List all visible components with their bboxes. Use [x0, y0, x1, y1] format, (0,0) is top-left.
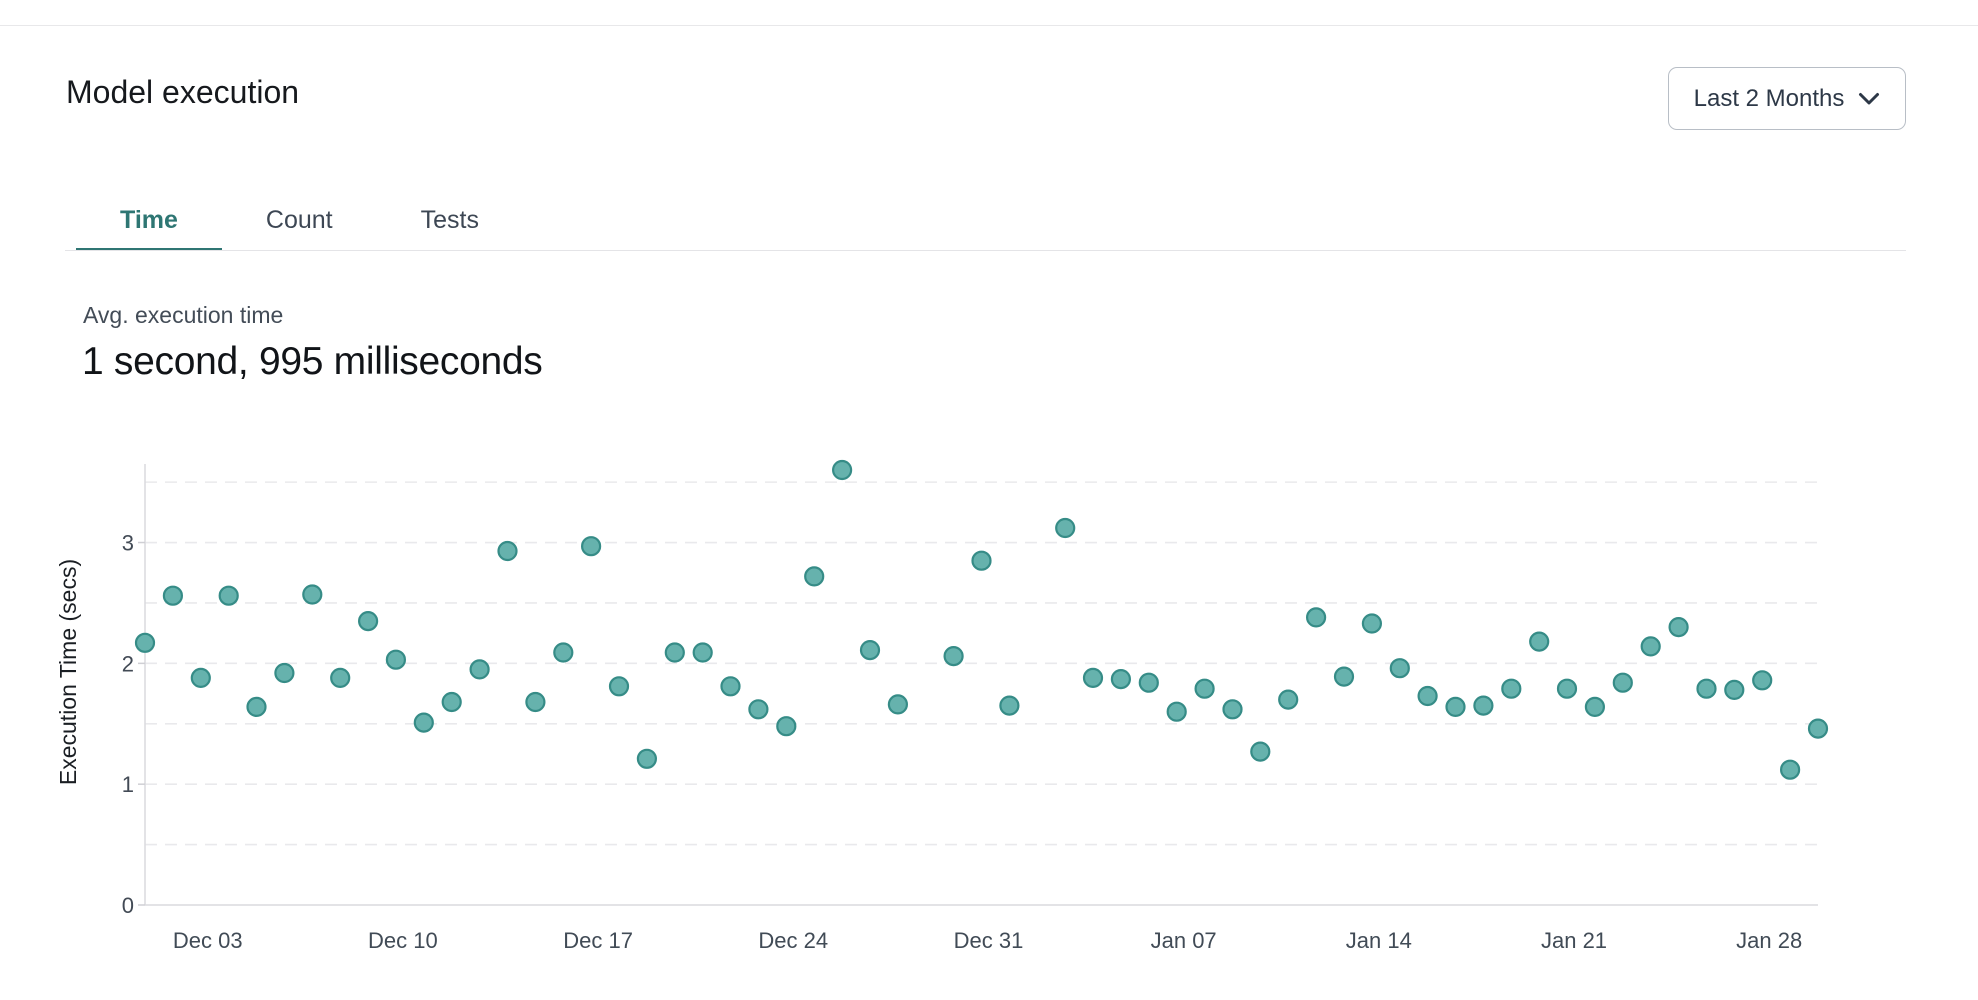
data-point[interactable] [553, 642, 574, 663]
data-point[interactable] [441, 691, 462, 713]
data-point[interactable] [971, 550, 992, 571]
x-tick-label: Dec 24 [758, 928, 828, 953]
data-point[interactable] [1807, 718, 1829, 739]
chevron-down-icon [1859, 92, 1880, 104]
tab-divider [65, 250, 1906, 251]
data-point[interactable] [1082, 667, 1104, 689]
data-point[interactable] [887, 694, 909, 715]
data-point[interactable] [1278, 689, 1299, 710]
data-point[interactable] [1724, 679, 1745, 701]
y-tick-label: 0 [122, 893, 134, 918]
data-point[interactable] [692, 642, 713, 663]
x-tick-label: Dec 10 [368, 928, 438, 953]
tab-time[interactable]: Time [76, 192, 222, 251]
data-point[interactable] [190, 667, 211, 689]
data-point[interactable] [831, 459, 853, 481]
stat-value: 1 second, 995 milliseconds [82, 340, 543, 383]
data-point[interactable] [302, 584, 323, 605]
data-point[interactable] [1779, 759, 1801, 780]
data-point[interactable] [1752, 670, 1773, 691]
data-point[interactable] [274, 662, 295, 684]
data-point[interactable] [1612, 672, 1633, 693]
data-point[interactable] [720, 676, 741, 697]
tab-tests[interactable]: Tests [420, 206, 479, 234]
x-tick-label: Dec 31 [954, 928, 1024, 953]
data-point[interactable] [358, 610, 379, 632]
data-point[interactable] [1250, 741, 1271, 762]
data-point[interactable] [804, 566, 825, 587]
data-point[interactable] [134, 632, 156, 653]
tab-bar: Time Count Tests [76, 192, 523, 251]
data-point[interactable] [162, 585, 183, 606]
y-tick-label: 2 [122, 651, 134, 676]
data-point[interactable] [218, 585, 239, 606]
x-tick-label: Dec 17 [563, 928, 633, 953]
data-point[interactable] [1417, 685, 1438, 707]
data-point[interactable] [664, 642, 685, 663]
y-tick-label: 1 [122, 772, 134, 797]
data-point[interactable] [1055, 517, 1076, 539]
data-point[interactable] [469, 659, 490, 680]
x-tick-label: Jan 28 [1736, 928, 1802, 953]
data-point[interactable] [1529, 631, 1550, 652]
time-range-dropdown[interactable]: Last 2 Months [1668, 67, 1906, 130]
data-point[interactable] [608, 676, 630, 697]
data-point[interactable] [1194, 678, 1215, 699]
data-point[interactable] [859, 639, 881, 661]
x-tick-label: Dec 03 [173, 928, 243, 953]
x-tick-label: Jan 14 [1346, 928, 1412, 953]
data-point[interactable] [413, 712, 434, 733]
data-point[interactable] [1110, 668, 1132, 690]
data-point[interactable] [1333, 666, 1355, 687]
time-range-value: Last 2 Months [1693, 84, 1845, 112]
data-point[interactable] [1668, 616, 1689, 638]
data-point[interactable] [776, 716, 797, 737]
data-point[interactable] [999, 695, 1020, 716]
data-point[interactable] [1696, 678, 1717, 699]
page-title: Model execution [66, 74, 300, 110]
y-axis-title: Execution Time (secs) [55, 559, 81, 785]
data-point[interactable] [1556, 678, 1578, 699]
y-tick-label: 3 [122, 531, 134, 556]
data-point[interactable] [1138, 672, 1159, 693]
data-point[interactable] [330, 667, 351, 689]
tab-count[interactable]: Count [265, 206, 333, 234]
data-point[interactable] [385, 649, 406, 670]
data-point[interactable] [1473, 695, 1494, 716]
x-tick-label: Jan 21 [1541, 928, 1607, 953]
data-point[interactable] [1166, 701, 1187, 722]
data-point[interactable] [1305, 607, 1327, 628]
data-point[interactable] [1501, 678, 1522, 699]
top-divider [0, 25, 1978, 26]
data-point[interactable] [1445, 696, 1466, 718]
stat-label: Avg. execution time [83, 302, 284, 328]
data-point[interactable] [497, 540, 518, 562]
x-tick-label: Jan 07 [1151, 928, 1217, 953]
data-point[interactable] [636, 748, 658, 769]
data-point[interactable] [748, 699, 769, 720]
data-point[interactable] [1584, 696, 1606, 718]
data-point[interactable] [1640, 636, 1661, 657]
data-point[interactable] [943, 645, 964, 667]
data-point[interactable] [1389, 658, 1410, 679]
data-point[interactable] [1361, 613, 1383, 634]
data-point[interactable] [246, 696, 267, 718]
data-point[interactable] [525, 691, 546, 713]
data-point[interactable] [1222, 699, 1243, 720]
data-point[interactable] [580, 536, 602, 557]
